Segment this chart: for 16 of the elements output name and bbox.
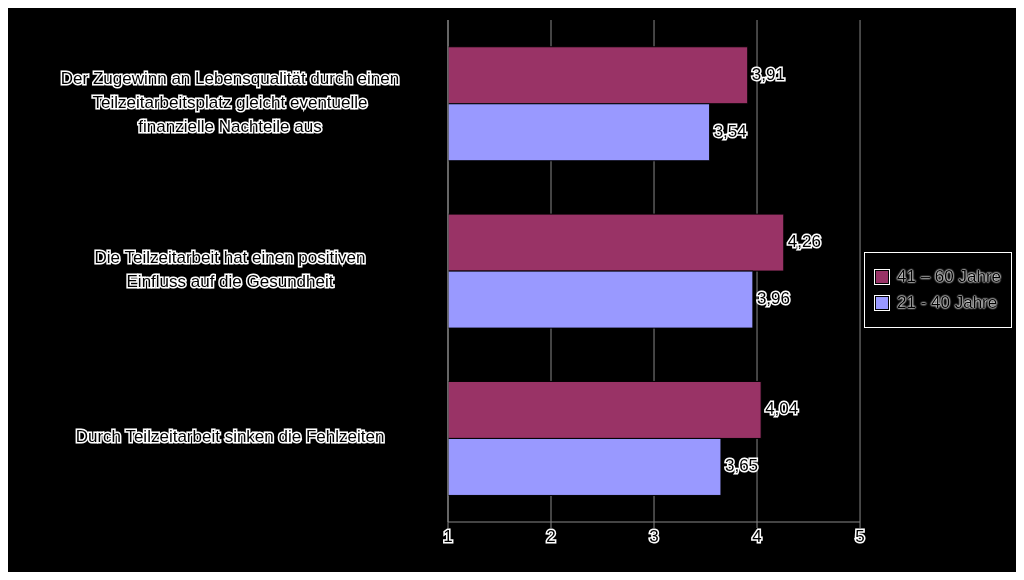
legend-label: 41 – 60 Jahre (897, 267, 1001, 287)
x-tick-label: 2 (546, 527, 556, 546)
y-tick-label: Der Zugewinn an Lebensqualität durch einen Teilzeitarbeitsplatz gleicht eventuelle finanzielle Nachteile aus (60, 69, 400, 137)
data-label: 3,96 (756, 289, 790, 309)
x-tick-label: 1 (443, 527, 453, 546)
x-tick-label: 4 (752, 527, 762, 546)
x-tick-label: 5 (855, 527, 865, 546)
data-label: 3,54 (713, 121, 747, 141)
data-label: 4,26 (787, 232, 821, 252)
y-tick-label: Durch Teilzeitarbeit sinken die Fehlzeiten (75, 427, 385, 447)
data-label: 4,04 (765, 399, 799, 419)
data-label: 3,91 (751, 64, 785, 84)
x-tick-label: 3 (649, 527, 659, 546)
data-label: 3,65 (724, 456, 759, 476)
y-tick-label: Die Teilzeitarbeit hat einen positiven Einfluss auf die Gesundheit (94, 248, 366, 292)
legend-label: 21 - 40 Jahre (897, 293, 998, 313)
